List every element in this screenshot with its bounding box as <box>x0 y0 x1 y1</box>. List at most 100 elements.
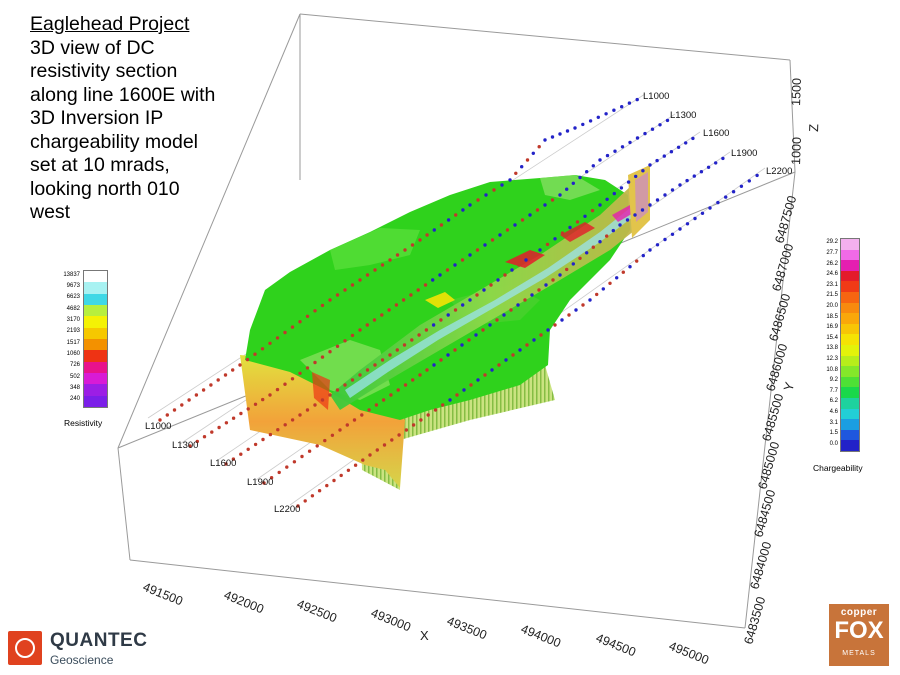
survey-station <box>389 393 393 397</box>
survey-station <box>361 458 365 462</box>
survey-station <box>409 293 413 297</box>
survey-station <box>223 373 228 377</box>
survey-station <box>397 433 401 437</box>
survey-station <box>612 191 616 196</box>
survey-station <box>373 363 377 367</box>
survey-station <box>523 298 527 302</box>
survey-stations <box>158 97 759 508</box>
survey-station <box>423 283 428 287</box>
survey-station <box>416 288 420 292</box>
survey-station <box>439 358 443 362</box>
survey-station <box>531 253 535 257</box>
survey-station <box>528 213 532 217</box>
survey-station <box>537 145 541 149</box>
legend-label: 726 <box>69 362 80 369</box>
x-tick: 494000 <box>519 622 563 651</box>
title-line: 3D Inversion IP <box>30 107 164 129</box>
legend-swatch <box>841 323 859 335</box>
legend-label: 24.6 <box>826 271 838 278</box>
y-tick: 6487500 <box>772 194 799 245</box>
survey-station <box>468 298 472 302</box>
survey-station <box>700 211 705 215</box>
survey-station <box>553 237 557 241</box>
quantec-logo: QUANTEC Geoscience <box>8 628 183 670</box>
legend-label: 16.9 <box>826 324 838 331</box>
survey-station <box>298 413 302 417</box>
survey-station <box>276 428 280 432</box>
survey-station <box>261 397 265 402</box>
survey-station <box>581 303 585 307</box>
survey-station <box>195 439 199 444</box>
copperfox-logo: copper FOX METALS <box>829 604 889 666</box>
legend-swatch <box>841 419 859 431</box>
survey-station <box>404 428 409 432</box>
survey-station <box>320 303 325 308</box>
legend-label: 15.4 <box>826 334 838 341</box>
legend-label: 4.6 <box>829 408 838 415</box>
survey-station <box>419 418 423 422</box>
survey-station <box>578 175 582 180</box>
x-tick: 491500 <box>141 580 185 609</box>
survey-station <box>488 323 492 327</box>
survey-station <box>543 203 547 207</box>
survey-station <box>620 105 624 109</box>
survey-station <box>496 278 500 282</box>
survey-station <box>194 393 199 397</box>
copperfox-mid: FOX <box>834 617 884 644</box>
legend-swatch <box>841 281 859 293</box>
survey-station <box>525 343 529 347</box>
survey-station <box>417 333 421 337</box>
survey-station <box>303 499 307 503</box>
survey-station <box>525 158 530 162</box>
survey-station <box>453 348 457 352</box>
line-label-front: L1900 <box>247 477 273 488</box>
survey-station <box>633 213 637 217</box>
survey-station <box>505 228 510 232</box>
legend-swatch <box>841 334 859 346</box>
survey-station <box>445 268 450 272</box>
survey-station <box>468 203 472 207</box>
survey-station <box>380 263 385 267</box>
survey-station <box>350 333 355 338</box>
legend-label: 6.2 <box>829 398 838 405</box>
survey-station <box>620 145 625 149</box>
legend-label: 29.2 <box>826 239 838 246</box>
survey-station <box>615 276 619 280</box>
survey-station <box>699 170 704 174</box>
survey-station <box>618 223 622 227</box>
survey-station <box>373 268 377 272</box>
survey-station <box>588 298 592 302</box>
survey-station <box>283 423 287 427</box>
survey-station <box>511 353 515 357</box>
survey-station <box>298 371 302 375</box>
survey-station <box>335 293 340 297</box>
survey-station <box>670 232 675 236</box>
survey-station <box>455 393 459 397</box>
survey-station <box>621 270 625 274</box>
survey-station <box>224 421 229 425</box>
survey-station <box>573 126 577 130</box>
survey-station <box>581 122 585 127</box>
survey-station <box>500 183 504 187</box>
survey-station <box>520 165 524 169</box>
survey-station <box>598 158 602 162</box>
legend-label: 348 <box>69 385 80 391</box>
survey-station <box>446 353 450 357</box>
survey-station <box>438 273 442 277</box>
survey-station <box>425 233 429 237</box>
survey-station <box>755 173 759 178</box>
survey-station <box>598 240 602 244</box>
survey-station <box>424 328 429 332</box>
survey-station <box>550 198 555 202</box>
survey-station <box>268 432 273 437</box>
survey-station <box>300 454 304 459</box>
survey-station <box>368 453 372 457</box>
survey-station <box>721 156 725 161</box>
survey-station <box>343 288 347 292</box>
survey-station <box>290 325 295 329</box>
survey-station <box>716 200 720 205</box>
survey-station <box>558 193 562 197</box>
y-axis-title: Y <box>780 380 797 393</box>
survey-station <box>514 171 518 175</box>
survey-station <box>187 398 191 402</box>
